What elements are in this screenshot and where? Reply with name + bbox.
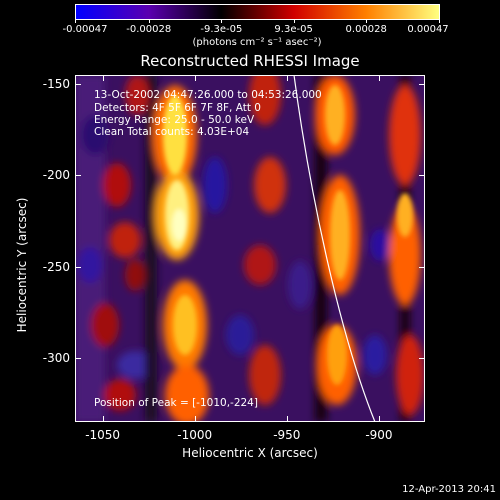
colorbar-tick-label: -0.00047 — [62, 24, 108, 35]
y-axis-label: Heliocentric Y (arcsec) — [15, 197, 29, 333]
info-clean-counts: Clean Total counts: 4.03E+04 — [94, 126, 250, 138]
solar-limb-line — [293, 75, 376, 422]
heatmap-canvas — [75, 75, 425, 422]
y-tick-mark — [75, 175, 81, 177]
timestamp-footer: 12-Apr-2013 20:41 — [402, 484, 496, 495]
y-tick-mark — [75, 84, 81, 86]
y-tick-mark — [419, 84, 425, 86]
x-tick-label: -950 — [273, 428, 301, 442]
peak-position-label: Position of Peak = [-1010,-224] — [94, 397, 258, 409]
x-tick-mark — [378, 416, 380, 422]
colorbar-tick — [293, 19, 295, 23]
plot-title: Reconstructed RHESSI Image — [140, 52, 360, 70]
y-tick-label: -250 — [42, 259, 70, 274]
y-tick-label: -300 — [42, 351, 70, 366]
colorbar-tick-label: 9.3e-05 — [274, 24, 313, 35]
y-tick-label: -150 — [42, 77, 70, 92]
image-plot — [75, 75, 425, 422]
x-tick-mark — [194, 416, 196, 422]
colorbar-tick-label: -9.3e-05 — [200, 24, 243, 35]
x-tick-mark — [378, 75, 380, 81]
info-detectors: Detectors: 4F 5F 6F 7F 8F, Att 0 — [94, 102, 261, 114]
x-tick-mark — [286, 75, 288, 81]
y-tick-mark — [419, 358, 425, 360]
heatmap-hotspots — [163, 85, 413, 385]
x-tick-mark — [286, 416, 288, 422]
colorbar — [75, 4, 440, 20]
colorbar-units: (photons cm⁻² s⁻¹ asec⁻²) — [192, 37, 322, 48]
info-time-range: 13-Oct-2002 04:47:26.000 to 04:53:26.000 — [94, 89, 322, 101]
colorbar-tick — [439, 19, 440, 23]
y-tick-mark — [419, 266, 425, 268]
info-energy-range: Energy Range: 25.0 - 50.0 keV — [94, 114, 255, 126]
colorbar-tick-label: 0.00028 — [345, 24, 387, 35]
colorbar-tick — [221, 19, 223, 23]
colorbar-tick-label: 0.00047 — [407, 24, 449, 35]
y-tick-label: -200 — [42, 168, 70, 183]
y-tick-mark — [75, 266, 81, 268]
x-tick-label: -1050 — [85, 428, 121, 442]
x-tick-mark — [102, 75, 104, 81]
x-tick-label: -1000 — [177, 428, 213, 442]
x-tick-label: -900 — [365, 428, 393, 442]
colorbar-tick — [75, 19, 76, 23]
y-tick-mark — [419, 175, 425, 177]
colorbar-tick — [148, 19, 150, 23]
colorbar-tick — [366, 19, 368, 23]
y-tick-mark — [75, 358, 81, 360]
x-tick-mark — [102, 416, 104, 422]
x-axis-label: Heliocentric X (arcsec) — [182, 446, 318, 460]
plot-frame — [75, 75, 425, 422]
colorbar-tick-label: -0.00028 — [126, 24, 172, 35]
x-tick-mark — [194, 75, 196, 81]
